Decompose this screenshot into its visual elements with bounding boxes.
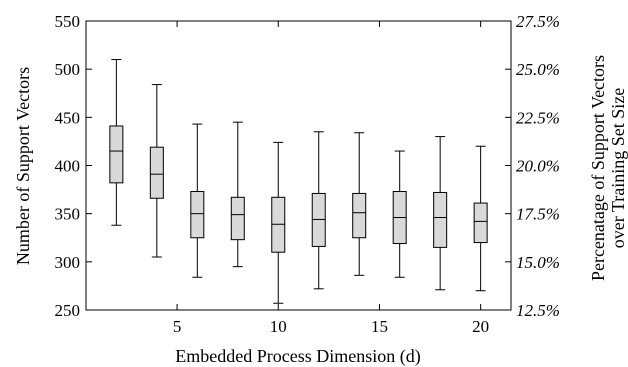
box-iqr bbox=[109, 125, 124, 184]
y-tick-label: 350 bbox=[55, 205, 81, 224]
y2-tick-label: 17.5% bbox=[516, 205, 560, 224]
box-2 bbox=[109, 59, 124, 226]
box-iqr bbox=[352, 192, 367, 239]
box-20 bbox=[473, 145, 488, 292]
y-tick-label: 400 bbox=[55, 157, 81, 176]
box-iqr bbox=[433, 191, 448, 248]
y-tick-label: 250 bbox=[55, 301, 81, 320]
x-tick-label: 5 bbox=[173, 317, 182, 336]
x-tick-label: 15 bbox=[371, 317, 388, 336]
right-axis-label-line1: Percenatage of Support Vectors bbox=[588, 55, 608, 281]
box-iqr bbox=[230, 196, 245, 241]
right-axis-ticks: 12.5% 15.0% 17.5% 20.0% 22.5% 25.0% 27.5% bbox=[505, 12, 560, 320]
x-tick-label: 20 bbox=[472, 317, 489, 336]
y2-tick-label: 15.0% bbox=[516, 253, 560, 272]
box-iqr bbox=[473, 202, 488, 244]
box-16 bbox=[392, 150, 407, 278]
y-tick-label: 300 bbox=[55, 253, 81, 272]
box-6 bbox=[190, 123, 205, 278]
y2-tick-label: 25.0% bbox=[516, 60, 560, 79]
box-12 bbox=[311, 131, 326, 290]
bottom-axis-ticks: 5 10 15 20 bbox=[173, 21, 489, 336]
y-tick-label: 500 bbox=[55, 60, 81, 79]
box-14 bbox=[352, 132, 367, 276]
y2-tick-label: 22.5% bbox=[516, 108, 560, 127]
y-axis-label: Number of Support Vectors bbox=[13, 67, 33, 265]
y2-tick-label: 20.0% bbox=[516, 157, 560, 176]
x-tick-label: 10 bbox=[270, 317, 287, 336]
x-axis-label: Embedded Process Dimension (d) bbox=[175, 346, 420, 367]
box-iqr bbox=[149, 146, 164, 199]
y-tick-label: 450 bbox=[55, 108, 81, 127]
y2-tick-label: 27.5% bbox=[516, 12, 560, 31]
box-18 bbox=[433, 136, 448, 291]
box-iqr bbox=[190, 191, 205, 239]
plot-frame bbox=[85, 20, 512, 311]
y-tick-label: 550 bbox=[55, 12, 81, 31]
left-axis-ticks: 250 300 350 400 450 500 550 bbox=[55, 12, 92, 320]
box-8 bbox=[230, 121, 245, 268]
box-series bbox=[109, 59, 488, 304]
box-4 bbox=[149, 84, 164, 258]
box-10 bbox=[271, 141, 286, 304]
right-axis-label-line2: over Training Set Size bbox=[608, 88, 628, 249]
y2-tick-label: 12.5% bbox=[516, 301, 560, 320]
